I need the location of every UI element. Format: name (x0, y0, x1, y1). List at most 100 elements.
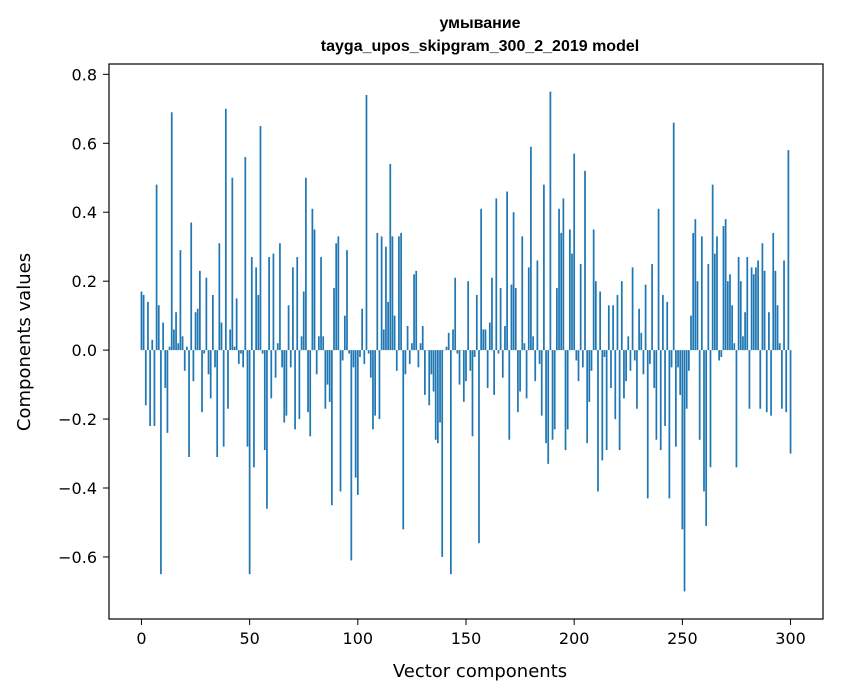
bar-127 (415, 270, 418, 351)
bar-29 (203, 350, 206, 354)
bar-45 (237, 350, 240, 364)
bar-170 (508, 350, 511, 440)
bar-72 (296, 257, 299, 351)
y-tick-label-4: 0.2 (72, 272, 97, 291)
bar-172 (512, 212, 515, 351)
y-tick-label-3: 0.0 (72, 341, 97, 360)
bar-161 (488, 322, 491, 351)
y-tick-label-7: 0.8 (72, 65, 97, 84)
bar-59 (268, 257, 270, 351)
bar-84 (322, 336, 325, 351)
y-tick-label-6: 0.6 (72, 134, 97, 153)
bar-4 (149, 350, 151, 426)
bar-195 (562, 198, 565, 351)
bar-300 (789, 350, 792, 454)
bar-186 (543, 184, 545, 351)
y-tick-label-0: −0.6 (58, 548, 97, 567)
bar-30 (205, 277, 208, 351)
bar-28 (201, 350, 203, 413)
bar-19 (181, 336, 184, 351)
bar-288 (763, 270, 766, 351)
bar-229 (636, 350, 638, 409)
bar-115 (389, 163, 392, 351)
bar-15 (173, 329, 175, 351)
bar-102 (361, 308, 364, 351)
bar-101 (359, 350, 361, 358)
bar-280 (746, 257, 749, 351)
bar-262 (707, 263, 710, 351)
bar-98 (352, 350, 355, 368)
bar-160 (486, 350, 489, 389)
bar-126 (413, 274, 415, 351)
bar-240 (659, 350, 662, 451)
bar-63 (276, 343, 279, 351)
bar-179 (527, 267, 530, 351)
bar-14 (170, 112, 173, 351)
bar-242 (664, 350, 666, 426)
bar-81 (315, 350, 318, 375)
bar-60 (270, 350, 273, 399)
y-axis-label: Components values (14, 253, 35, 431)
bar-38 (222, 350, 225, 447)
bar-243 (666, 301, 669, 351)
bar-155 (475, 294, 478, 351)
bar-107 (372, 350, 374, 430)
bar-139 (441, 350, 444, 557)
bar-249 (679, 350, 682, 395)
bar-232 (642, 350, 645, 375)
bar-20 (183, 350, 186, 371)
bar-104 (365, 95, 368, 351)
bar-285 (757, 260, 759, 351)
bar-210 (594, 281, 597, 351)
bar-153 (471, 350, 474, 437)
bar-208 (590, 350, 593, 371)
bar-65 (281, 350, 283, 368)
bar-151 (467, 281, 470, 351)
bar-185 (540, 350, 543, 416)
bar-43 (233, 346, 236, 351)
bar-53 (255, 267, 257, 351)
bar-12 (166, 350, 169, 433)
bar-198 (568, 229, 571, 351)
plot-frame (108, 63, 824, 620)
bar-209 (592, 229, 595, 351)
chart-title: умывание (439, 15, 520, 32)
bar-267 (718, 350, 721, 361)
bar-99 (354, 350, 357, 478)
bar-156 (478, 350, 480, 544)
bar-278 (742, 336, 744, 351)
bar-18 (179, 250, 182, 351)
bar-271 (726, 281, 729, 351)
bar-116 (391, 236, 394, 351)
bar-8 (157, 305, 160, 351)
bar-200 (573, 153, 576, 351)
bar-273 (731, 305, 733, 351)
bar-44 (235, 298, 238, 351)
bar-26 (196, 308, 199, 351)
bar-143 (449, 350, 452, 575)
bar-89 (333, 288, 335, 351)
bar-286 (759, 350, 762, 409)
bar-39 (224, 108, 227, 351)
bar-168 (504, 325, 506, 351)
bar-159 (484, 329, 487, 351)
bar-231 (640, 332, 643, 351)
bar-135 (432, 350, 435, 392)
bar-112 (382, 329, 385, 351)
bar-167 (501, 350, 504, 378)
bar-21 (186, 346, 188, 351)
bar-86 (326, 350, 329, 385)
bar-130 (421, 325, 424, 351)
bar-68 (287, 305, 290, 351)
x-tick-label-1: 50 (239, 629, 259, 648)
bar-296 (781, 350, 783, 409)
bar-34 (214, 350, 216, 368)
bar-193 (558, 208, 560, 351)
bar-164 (495, 198, 498, 351)
bar-257 (696, 281, 699, 351)
chart-subtitle: tayga_upos_skipgram_300_2_2019 model (321, 38, 639, 55)
bar-272 (729, 274, 731, 351)
bar-111 (380, 236, 383, 351)
bar-41 (229, 329, 232, 351)
bar-78 (309, 350, 312, 437)
